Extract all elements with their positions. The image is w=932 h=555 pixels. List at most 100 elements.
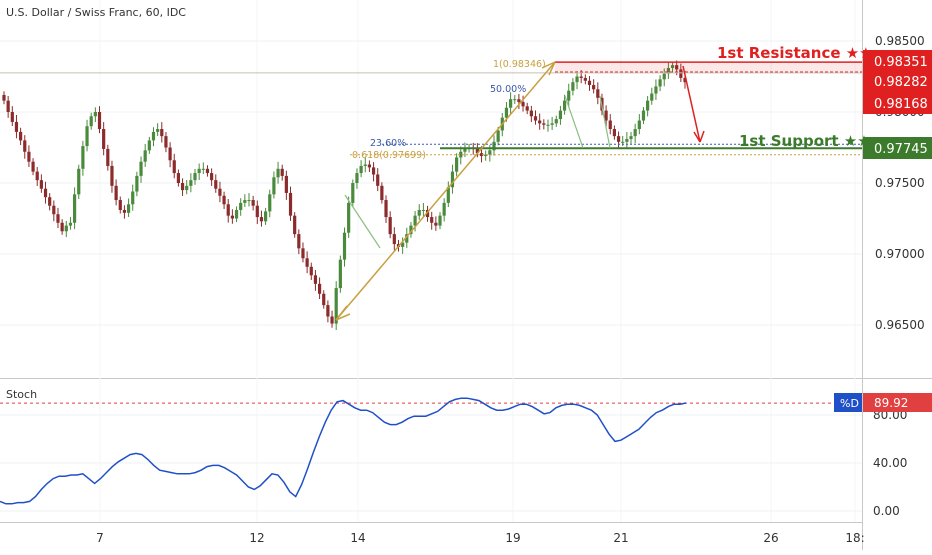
stoch-d-line <box>0 397 687 505</box>
pattern-arrow <box>599 95 611 149</box>
price-tick-label: 0.96500 <box>875 318 925 332</box>
candle <box>156 123 160 136</box>
candle-body <box>2 94 6 101</box>
candle-body <box>214 180 218 189</box>
candle <box>592 79 596 94</box>
resistance-price: 0.98351 <box>874 55 928 70</box>
candle <box>264 207 268 225</box>
chart-title[interactable]: U.S. Dollar / Swiss Franc, 60, IDC <box>6 6 186 19</box>
candle <box>19 127 23 146</box>
candle <box>43 181 48 204</box>
candle-body <box>554 119 558 124</box>
candle <box>81 140 85 176</box>
candle <box>438 212 442 230</box>
candle <box>583 74 587 85</box>
candle-body <box>405 234 409 243</box>
candle <box>31 158 35 176</box>
candle <box>48 193 52 211</box>
candle-body <box>218 188 222 196</box>
candle-body <box>172 160 176 174</box>
candle-body <box>205 168 210 174</box>
candle <box>288 186 293 221</box>
candle <box>284 170 288 200</box>
candle-body <box>301 248 305 259</box>
candle <box>77 164 81 200</box>
candle-body <box>56 214 60 223</box>
candle-body <box>27 151 31 162</box>
candle <box>367 160 372 173</box>
candle <box>297 229 301 255</box>
candle <box>405 227 409 248</box>
time-axis[interactable]: 7 12 14 19 21 26 18: <box>96 531 864 545</box>
candle <box>210 168 214 186</box>
candle <box>641 107 646 125</box>
projection-arrow-head <box>693 130 705 143</box>
candle-body <box>19 131 23 141</box>
candle <box>442 198 446 222</box>
candle <box>363 157 367 173</box>
candle-body <box>571 82 575 91</box>
candle <box>160 122 164 143</box>
candle <box>413 210 417 232</box>
candle <box>10 106 14 127</box>
candle-body <box>52 205 56 215</box>
candle-body <box>193 173 197 181</box>
fib-2360-label: 23.60% <box>370 138 406 149</box>
candle <box>234 206 239 223</box>
stoch-layer <box>0 397 862 505</box>
candle-body <box>297 234 301 249</box>
candle-body <box>77 168 81 195</box>
candle <box>222 191 226 209</box>
candle-body <box>97 112 102 130</box>
time-tick-label: 21 <box>613 531 628 545</box>
candle-body <box>189 180 193 186</box>
candle-body <box>31 161 35 172</box>
resistance-price-badge: 0.98351 <box>863 50 932 72</box>
support-price-badge: 0.97745 <box>863 137 932 159</box>
candle <box>6 95 10 118</box>
candle-body <box>347 202 351 233</box>
candle-body <box>118 200 122 210</box>
price-tick-label: 0.97500 <box>875 176 925 190</box>
grid <box>0 0 862 522</box>
candle <box>355 168 359 189</box>
candle-body <box>658 79 662 87</box>
candle <box>247 193 251 207</box>
candle-body <box>284 175 288 193</box>
candle-body <box>280 168 284 176</box>
time-tick-label: 19 <box>505 531 520 545</box>
candle-body <box>425 209 430 218</box>
candle-body <box>60 222 64 232</box>
stoch-tick-label: 0.00 <box>873 504 900 518</box>
candle <box>388 211 392 239</box>
candle-body <box>434 222 438 226</box>
lower-price: 0.98168 <box>874 97 928 112</box>
candle-body <box>575 76 579 83</box>
candle-body <box>338 259 342 289</box>
candle <box>342 227 347 267</box>
candle <box>637 114 641 135</box>
candle <box>421 203 425 217</box>
candle-body <box>247 200 251 202</box>
candle <box>68 216 73 230</box>
fib-618-label: 0.618(0.97699) <box>352 150 426 161</box>
stoch-title[interactable]: Stoch <box>6 388 38 401</box>
candle <box>508 92 513 115</box>
candle <box>102 122 106 156</box>
candle-body <box>68 222 73 226</box>
candle <box>143 143 147 167</box>
candle-body <box>538 120 542 124</box>
candle-body <box>64 225 68 232</box>
candle-body <box>417 209 421 216</box>
candle-body <box>93 112 97 117</box>
candle <box>533 110 538 125</box>
candle-body <box>442 202 446 216</box>
candle <box>164 132 168 153</box>
candle <box>309 262 313 280</box>
candle-body <box>525 106 529 111</box>
fib-50-label: 50.00% <box>490 84 526 95</box>
candle-body <box>317 283 322 294</box>
candle <box>521 95 525 112</box>
candle <box>110 160 114 193</box>
